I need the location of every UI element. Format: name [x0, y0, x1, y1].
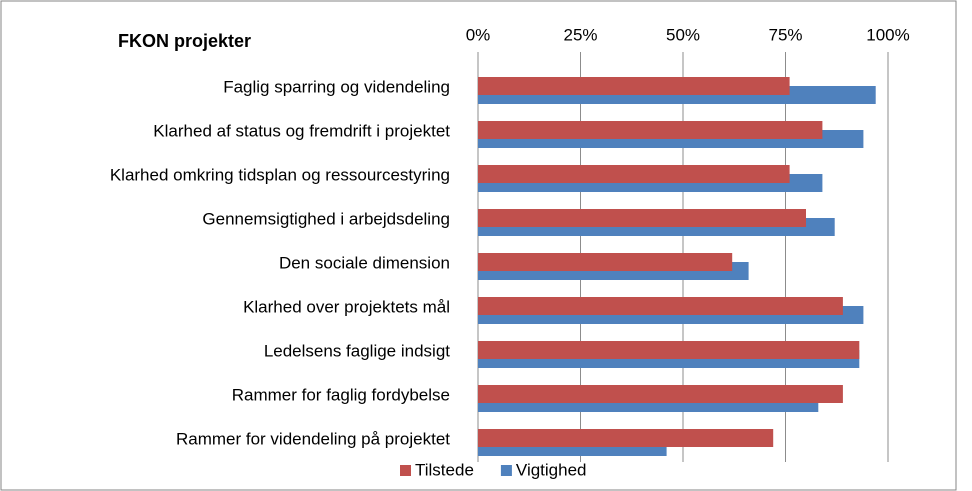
legend-label: Vigtighed	[516, 460, 587, 479]
bar	[478, 341, 860, 359]
x-tick-label: 100%	[866, 25, 909, 44]
y-tick-label: Den sociale dimension	[279, 253, 450, 272]
bar	[478, 165, 790, 183]
bar	[478, 121, 823, 139]
y-tick-label: Faglig sparring og videndeling	[223, 77, 450, 96]
x-tick-label: 0%	[466, 25, 491, 44]
legend-swatch	[400, 465, 411, 476]
y-tick-label: Ledelsens faglige indsigt	[264, 341, 450, 360]
y-tick-label: Klarhed over projektets mål	[243, 297, 450, 316]
bar	[478, 297, 843, 315]
y-tick-label: Klarhed omkring tidsplan og ressourcesty…	[110, 165, 450, 184]
y-tick-label: Rammer for faglig fordybelse	[232, 385, 450, 404]
y-tick-label: Klarhed af status og fremdrift i projekt…	[153, 121, 450, 140]
y-tick-label: Rammer for videndeling på projektet	[176, 429, 450, 448]
bar	[478, 253, 733, 271]
bar	[478, 429, 774, 447]
chart-title: FKON projekter	[118, 31, 251, 51]
x-tick-label: 75%	[768, 25, 802, 44]
legend-label: Tilstede	[415, 460, 474, 479]
bar	[478, 209, 806, 227]
legend-swatch	[500, 465, 512, 476]
x-tick-label: 50%	[666, 25, 700, 44]
y-tick-label: Gennemsigtighed i arbejdsdeling	[202, 209, 450, 228]
bar	[478, 385, 843, 403]
x-tick-label: 25%	[563, 25, 597, 44]
bar	[478, 77, 790, 95]
